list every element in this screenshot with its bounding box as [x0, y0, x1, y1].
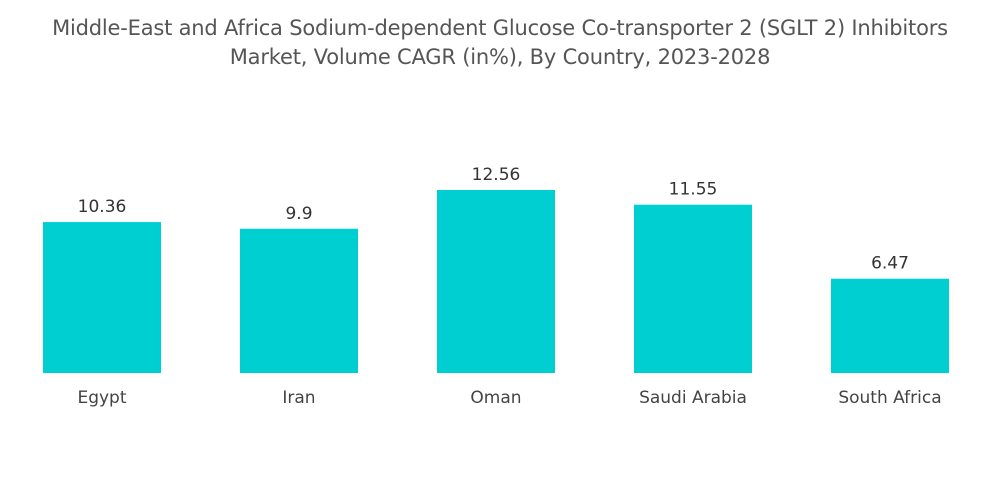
value-label-saudi-arabia: 11.55	[669, 180, 718, 200]
value-label-egypt: 10.36	[78, 197, 127, 217]
bar-oman	[437, 190, 555, 373]
chart-title-line-1: Middle-East and Africa Sodium-dependent …	[52, 16, 948, 40]
category-label-saudi-arabia: Saudi Arabia	[639, 388, 747, 408]
chart-title-line-2: Market, Volume CAGR (in%), By Country, 2…	[229, 45, 771, 69]
value-label-iran: 9.9	[285, 204, 312, 224]
bar-saudi-arabia	[634, 204, 752, 373]
category-label-south-africa: South Africa	[838, 388, 941, 408]
bar-south-africa	[831, 278, 949, 373]
category-label-oman: Oman	[470, 388, 521, 408]
bar-egypt	[43, 222, 161, 373]
bar-iran	[240, 228, 358, 373]
value-label-south-africa: 6.47	[871, 254, 909, 274]
value-label-oman: 12.56	[472, 165, 521, 185]
category-label-egypt: Egypt	[77, 388, 126, 408]
chart-title: Middle-East and Africa Sodium-dependent …	[0, 14, 1000, 72]
category-label-iran: Iran	[282, 388, 315, 408]
